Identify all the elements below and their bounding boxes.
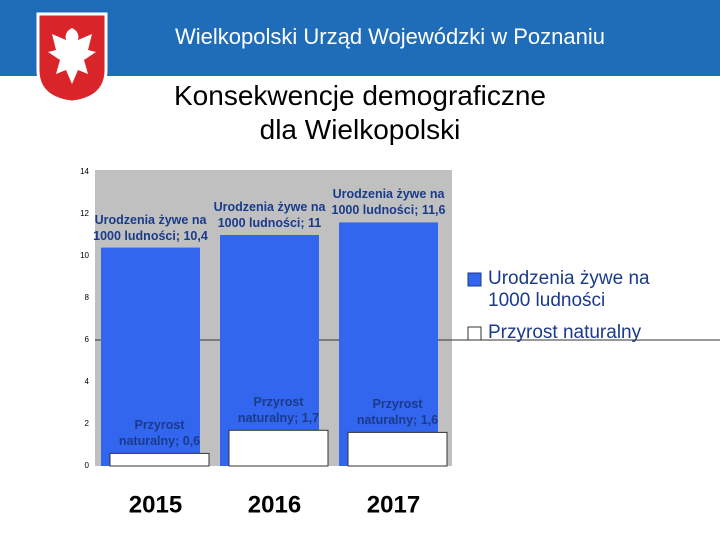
data-label: Urodzenia żywe na 1000 ludności; 11,6 <box>329 186 449 218</box>
data-label: Urodzenia żywe na 1000 ludności; 11 <box>210 199 330 231</box>
bar <box>347 431 448 467</box>
legend-entry: Urodzenia żywe na 1000 ludności <box>488 268 678 312</box>
bar <box>220 235 319 466</box>
header-title: Wielkopolski Urząd Wojewódzki w Poznaniu <box>175 24 605 49</box>
bar <box>228 429 329 467</box>
data-label-value: 11,6 <box>421 203 446 218</box>
data-label-name: Przyrost naturalny <box>237 395 304 426</box>
data-label: Urodzenia żywe na 1000 ludności; 10,4 <box>91 212 211 244</box>
chart-title: Konsekwencje demograficzne <box>174 80 546 111</box>
data-label: Przyrost naturalny; 1,6 <box>338 396 458 428</box>
x-tick-label: 2016 <box>248 491 301 518</box>
legend-label: Przyrost naturalny <box>488 322 642 343</box>
legend-entry: Przyrost naturalny <box>488 322 678 344</box>
data-label-separator: ; <box>300 216 309 230</box>
y-tick-label: 14 <box>80 167 89 176</box>
header-bar <box>0 0 720 76</box>
bar <box>339 222 438 466</box>
data-label-name: Urodzenia żywe na 1000 ludności <box>93 212 207 243</box>
y-tick-label: 0 <box>85 461 90 470</box>
data-label-separator: ; <box>175 228 184 243</box>
data-label-separator: ; <box>414 203 422 218</box>
legend-swatch <box>467 326 482 341</box>
chart-title: dla Wielkopolski <box>259 114 461 145</box>
data-label-separator: ; <box>175 434 183 449</box>
y-tick-label: 2 <box>85 419 90 428</box>
y-tick-label: 12 <box>80 209 89 218</box>
data-label-value: 10,4 <box>183 228 208 243</box>
legend-swatch <box>467 272 482 287</box>
data-label-value: 0,6 <box>182 434 201 449</box>
data-label: Przyrost naturalny; 1,7 <box>219 394 339 426</box>
data-label: Przyrost naturalny; 0,6 <box>100 417 220 449</box>
legend-label: Urodzenia żywe na 1000 ludności <box>488 268 650 311</box>
data-label-name: Urodzenia żywe na 1000 ludności <box>331 187 445 218</box>
y-tick-label: 8 <box>85 293 90 302</box>
x-tick-label: 2015 <box>129 491 182 518</box>
data-label-value: 11 <box>308 216 322 230</box>
x-tick-label: 2017 <box>367 491 420 518</box>
bar <box>101 247 200 466</box>
data-label-name: Przyrost naturalny <box>118 418 185 449</box>
y-tick-label: 4 <box>85 377 90 386</box>
data-label-name: Przyrost naturalny <box>356 397 423 428</box>
y-tick-label: 6 <box>85 335 90 344</box>
data-label-value: 1,7 <box>301 411 320 426</box>
data-label-name: Urodzenia żywe na 1000 ludności <box>213 200 326 230</box>
data-label-separator: ; <box>413 413 421 428</box>
bar <box>109 452 210 467</box>
y-tick-label: 10 <box>80 251 89 260</box>
data-label-value: 1,6 <box>420 413 439 428</box>
emblem <box>36 12 108 104</box>
data-label-separator: ; <box>294 411 302 426</box>
